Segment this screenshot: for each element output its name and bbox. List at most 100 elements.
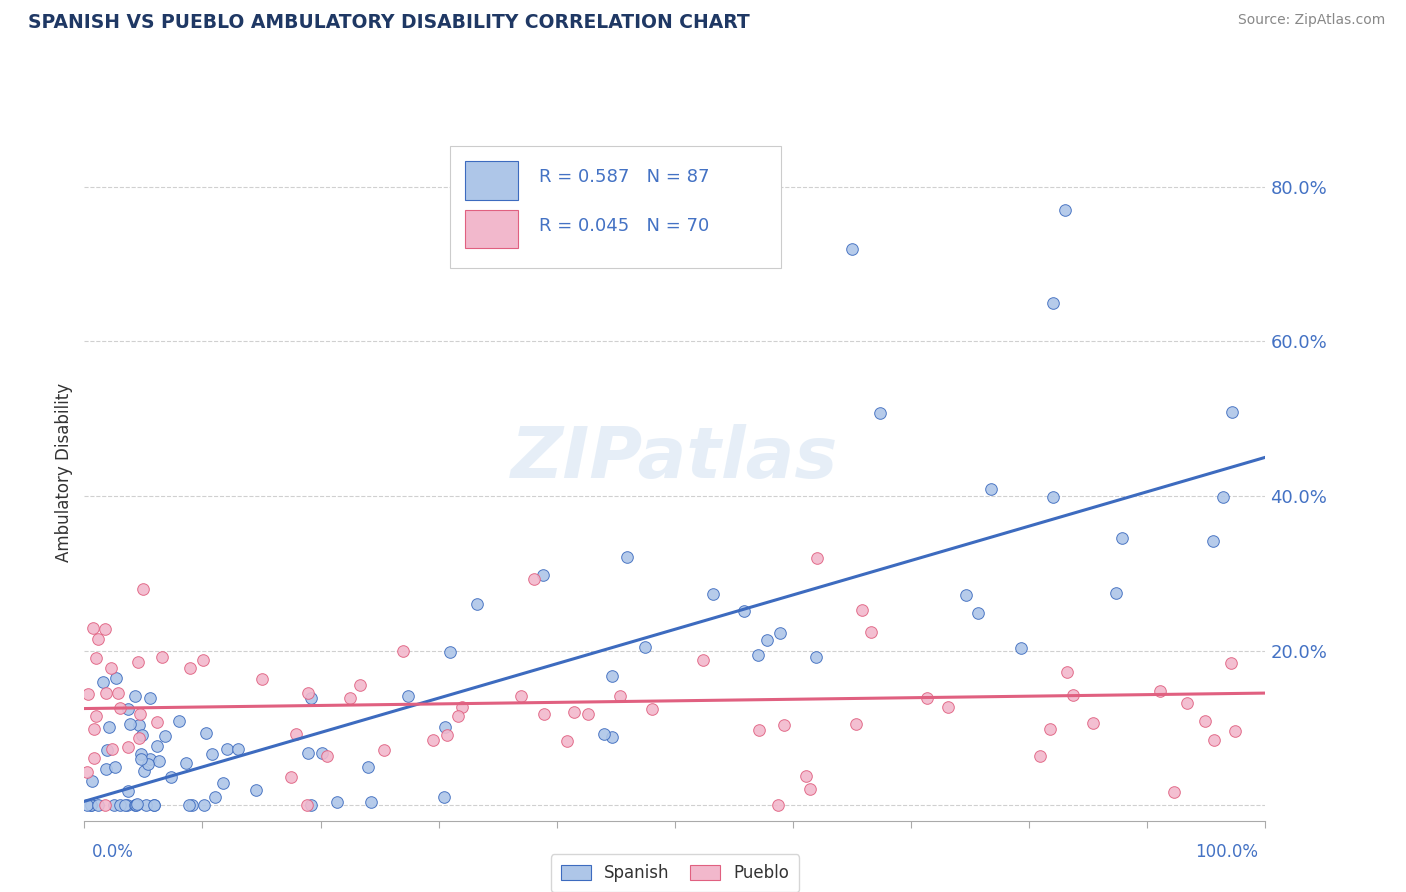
Point [564,705,586,719]
Text: 0.0%: 0.0% [91,843,134,861]
Point [132,764,155,779]
Point [1204,732,1226,747]
Point [91,674,114,689]
Point [510,690,533,704]
Point [117,783,139,797]
Point [103,798,125,813]
Point [733,604,755,618]
Point [143,798,166,813]
Point [217,742,239,756]
Point [87,798,110,813]
Point [1194,714,1216,728]
Point [851,603,873,617]
Point [117,798,139,813]
Point [1175,696,1198,710]
Point [280,770,302,784]
Point [201,747,224,762]
Text: R = 0.045   N = 70: R = 0.045 N = 70 [538,217,709,235]
Point [250,673,273,687]
Point [600,730,623,744]
Point [315,749,337,764]
Point [1062,688,1084,702]
Point [105,671,128,685]
Point [146,739,169,753]
Point [967,606,990,620]
Point [1083,715,1105,730]
Point [609,689,631,703]
Point [204,789,226,804]
Point [87,632,110,646]
Point [84,709,107,723]
Point [806,550,828,565]
Point [82,621,104,635]
Point [436,728,458,742]
Point [1039,722,1062,736]
Point [439,644,461,658]
Point [194,726,217,740]
Point [83,722,105,736]
Point [245,782,267,797]
Point [153,729,176,743]
Point [100,661,122,675]
Point [938,700,960,714]
Point [396,689,419,703]
Point [94,686,117,700]
Point [117,740,139,755]
Point [1104,586,1126,600]
Text: SPANISH VS PUEBLO AMBULATORY DISABILITY CORRELATION CHART: SPANISH VS PUEBLO AMBULATORY DISABILITY … [28,13,749,32]
Point [101,742,124,756]
Point [94,762,117,776]
Point [110,700,132,714]
Point [576,706,599,721]
Point [845,717,868,731]
Point [177,798,200,813]
Point [748,723,770,738]
Text: R = 0.587   N = 87: R = 0.587 N = 87 [538,168,710,186]
Point [1223,723,1246,738]
Point [80,798,103,813]
Point [169,714,191,728]
Point [297,746,319,760]
Point [86,651,108,665]
Point [117,702,139,716]
Point [451,700,474,714]
Point [433,790,456,805]
Point [1053,202,1076,217]
Point [136,756,159,771]
Point [191,652,214,666]
Point [128,718,150,732]
Point [1011,641,1033,656]
Point [94,798,117,813]
FancyBboxPatch shape [464,211,517,248]
Point [174,756,197,771]
Point [1220,405,1243,419]
Legend: Spanish, Pueblo: Spanish, Pueblo [551,855,799,892]
Point [129,747,152,762]
Point [349,678,371,692]
Point [139,751,162,765]
Point [77,688,100,702]
Point [295,798,318,813]
Point [531,568,554,582]
Point [80,798,103,813]
Point [634,640,657,654]
Point [297,686,319,700]
Point [226,742,249,756]
Point [150,649,173,664]
Point [1028,748,1050,763]
Point [285,726,308,740]
Point [373,743,395,757]
Point [1163,784,1185,798]
Point [311,746,333,760]
Point [915,691,938,706]
Point [869,406,891,420]
Point [131,752,153,766]
Text: 100.0%: 100.0% [1195,843,1258,861]
Point [616,549,638,564]
Point [447,709,470,723]
Point [747,648,769,662]
Point [1042,295,1064,310]
Point [533,707,555,722]
Point [211,775,233,789]
Point [755,633,778,648]
